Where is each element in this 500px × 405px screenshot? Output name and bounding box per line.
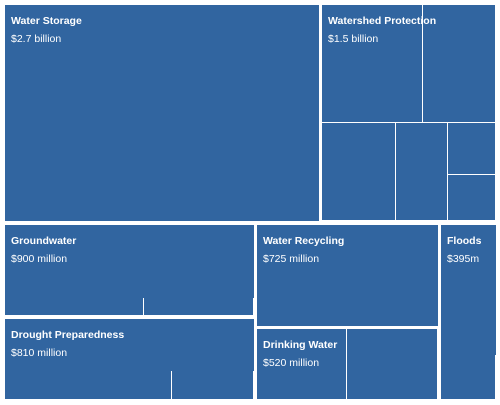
tile-water-storage[interactable]: Water Storage $2.7 billion xyxy=(5,5,319,221)
tile-water-recycling[interactable]: Water Recycling $725 million xyxy=(257,225,438,326)
tile-drinking-water[interactable]: Drinking Water $520 million xyxy=(257,329,438,400)
tile-value-label: $810 million xyxy=(11,347,68,359)
sub-tile[interactable] xyxy=(448,175,496,221)
tile-drought-preparedness[interactable]: Drought Preparedness $810 million xyxy=(5,319,254,400)
tile-groundwater[interactable]: Groundwater $900 million xyxy=(5,225,254,316)
tile-watershed-protection[interactable]: Watershed Protection $1.5 billion xyxy=(322,5,496,221)
tile-label: Watershed Protection xyxy=(328,15,437,27)
sub-tile[interactable] xyxy=(172,371,254,400)
sub-tile[interactable] xyxy=(257,329,347,400)
tile-value-label: $1.5 billion xyxy=(328,33,379,45)
tile-label: Floods xyxy=(447,235,482,247)
sub-tile[interactable] xyxy=(322,123,396,221)
sub-tile[interactable] xyxy=(396,123,448,221)
tile-value-label: $520 million xyxy=(263,357,320,369)
tile-label: Water Recycling xyxy=(263,235,345,247)
sub-tile[interactable] xyxy=(448,123,496,175)
sub-tile[interactable] xyxy=(5,298,144,316)
tile-value-label: $2.7 billion xyxy=(11,33,62,45)
tile-label: Water Storage xyxy=(11,15,82,27)
tile-floods[interactable]: Floods $395m xyxy=(441,225,496,400)
sub-tile[interactable] xyxy=(322,5,423,123)
sub-tile[interactable] xyxy=(347,329,438,400)
tile-label: Drinking Water xyxy=(263,339,338,351)
sub-tile[interactable] xyxy=(441,355,496,400)
tile-label: Groundwater xyxy=(11,235,77,247)
sub-tile[interactable] xyxy=(423,5,496,123)
sub-tile[interactable] xyxy=(5,371,172,400)
tile-value-label: $900 million xyxy=(11,253,68,265)
sub-tile[interactable] xyxy=(144,298,254,316)
tile-value-label: $725 million xyxy=(263,253,320,265)
tile-label: Drought Preparedness xyxy=(11,329,125,341)
tile-value-label: $395m xyxy=(447,253,480,265)
